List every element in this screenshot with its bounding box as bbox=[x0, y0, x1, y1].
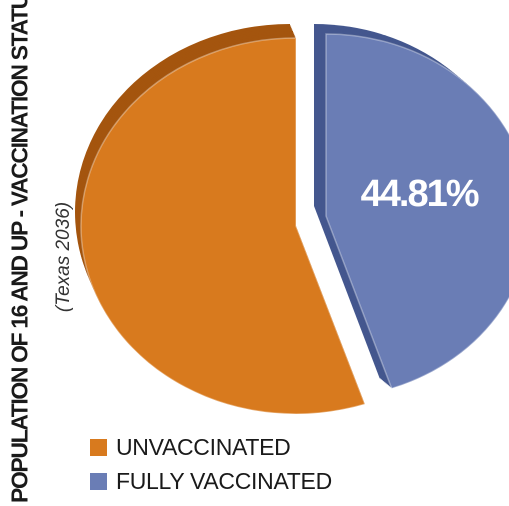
pie-slice-unvaccinated bbox=[80, 37, 366, 415]
data-label-fully-vaccinated: 44.81% bbox=[361, 173, 479, 215]
legend-item-unvaccinated: UNVACCINATED bbox=[90, 430, 332, 464]
chart-subtitle: (Texas 2036) bbox=[53, 201, 74, 313]
chart-title: POPULATION OF 16 AND UP - VACCINATION ST… bbox=[6, 0, 33, 503]
legend-label-fully-vaccinated: FULLY VACCINATED bbox=[116, 467, 332, 494]
legend: UNVACCINATED FULLY VACCINATED bbox=[90, 430, 332, 498]
legend-label-unvaccinated: UNVACCINATED bbox=[116, 433, 291, 460]
legend-item-fully-vaccinated: FULLY VACCINATED bbox=[90, 464, 332, 498]
legend-swatch-unvaccinated bbox=[90, 438, 107, 456]
pie-slice-fully-vaccinated bbox=[325, 33, 509, 390]
legend-swatch-fully-vaccinated bbox=[90, 472, 107, 490]
